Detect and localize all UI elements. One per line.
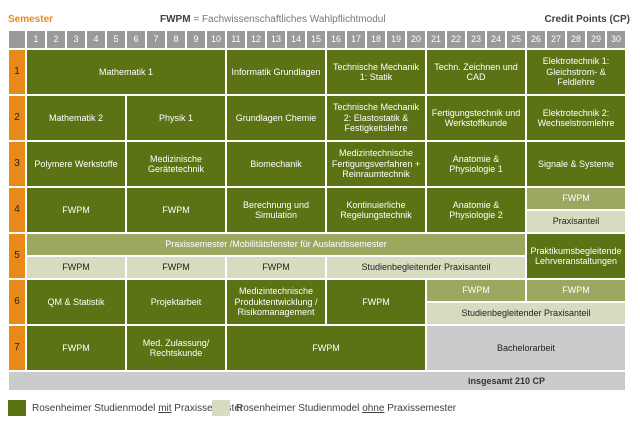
module-cell: Technische Mechanik 2: Elastostatik & Fe…	[326, 95, 426, 141]
module-cell: QM & Statistik	[26, 279, 126, 325]
module-cell: FWPM	[226, 325, 426, 371]
legend-text: Rosenheimer Studienmodel	[32, 402, 159, 414]
module-cell: Mathematik 1	[26, 49, 226, 95]
semester-label: 2	[8, 95, 26, 141]
module-cell: Bachelorarbeit	[426, 325, 626, 371]
module-cell: Projektarbeit	[126, 279, 226, 325]
legend-text: Praxissemester	[384, 402, 457, 414]
legend-swatch	[212, 400, 230, 416]
module-cell: Elektrotechnik 2: Wechselstromlehre	[526, 95, 626, 141]
credit-column-number: 8	[166, 30, 186, 49]
module-cell: Mathematik 2	[26, 95, 126, 141]
credit-column-number: 25	[506, 30, 526, 49]
semester-label: 5	[8, 233, 26, 279]
legend-item: Rosenheimer Studienmodel mit Praxissemes…	[8, 400, 243, 416]
module-cell: FWPM	[426, 279, 526, 302]
credit-column-number: 24	[486, 30, 506, 49]
module-cell: FWPM	[326, 279, 426, 325]
legend-text: Rosenheimer Studienmodel	[236, 402, 363, 414]
credit-column-number: 22	[446, 30, 466, 49]
semester-label: 1	[8, 49, 26, 95]
module-cell: FWPM	[526, 279, 626, 302]
module-cell: Praxisanteil	[526, 210, 626, 233]
credit-column-number: 9	[186, 30, 206, 49]
header-corner	[8, 30, 26, 49]
credit-column-number: 5	[106, 30, 126, 49]
credit-column-number: 4	[86, 30, 106, 49]
total-credits: insgesamt 210 CP	[8, 371, 626, 391]
credit-column-number: 14	[286, 30, 306, 49]
module-cell: FWPM	[526, 187, 626, 210]
module-cell: Biomechanik	[226, 141, 326, 187]
credit-column-number: 2	[46, 30, 66, 49]
credit-column-number: 15	[306, 30, 326, 49]
fwpm-definition: = Fachwissenschaftliches Wahlpflichtmodu…	[193, 14, 386, 25]
credit-column-number: 27	[546, 30, 566, 49]
module-cell: Medizinische Gerätetechnik	[126, 141, 226, 187]
semester-label: 6	[8, 279, 26, 325]
module-cell: Elektrotechnik 1: Gleichstrom- & Feldleh…	[526, 49, 626, 95]
module-cell: Signale & Systeme	[526, 141, 626, 187]
module-cell: Berechnung und Simulation	[226, 187, 326, 233]
credit-column-number: 18	[366, 30, 386, 49]
credit-column-number: 12	[246, 30, 266, 49]
credit-column-number: 21	[426, 30, 446, 49]
module-cell: Technische Mechanik 1: Statik	[326, 49, 426, 95]
module-cell: Fertigungstechnik und Werkstoffkunde	[426, 95, 526, 141]
module-cell: FWPM	[126, 256, 226, 279]
credit-column-number: 19	[386, 30, 406, 49]
semester-label: 7	[8, 325, 26, 371]
legend-underlined: ohne	[362, 402, 385, 414]
legend-underlined: mit	[158, 402, 172, 414]
credit-points-header: Credit Points (CP)	[544, 14, 630, 25]
credit-column-number: 26	[526, 30, 546, 49]
module-cell: Studienbegleitender Praxisanteil	[426, 302, 626, 325]
legend-text: Praxissemester	[171, 402, 244, 414]
module-cell: Kontinuierliche Regelungstechnik	[326, 187, 426, 233]
module-cell: Medizintechnische Produktentwicklung / R…	[226, 279, 326, 325]
module-cell: Anatomie & Physiologie 2	[426, 187, 526, 233]
module-cell: Grundlagen Chemie	[226, 95, 326, 141]
credit-column-number: 23	[466, 30, 486, 49]
credit-column-number: 1	[26, 30, 46, 49]
module-cell: Studienbegleitender Praxisanteil	[326, 256, 526, 279]
credit-column-number: 3	[66, 30, 86, 49]
credit-column-number: 29	[586, 30, 606, 49]
module-cell: FWPM	[226, 256, 326, 279]
credit-column-number: 28	[566, 30, 586, 49]
module-cell: Physik 1	[126, 95, 226, 141]
module-cell: Med. Zulassung/ Rechtskunde	[126, 325, 226, 371]
module-cell: Anatomie & Physiologie 1	[426, 141, 526, 187]
module-cell: Informatik Grundlagen	[226, 49, 326, 95]
module-cell: FWPM	[26, 187, 126, 233]
fwpm-legend-header: FWPM = Fachwissenschaftliches Wahlpflich…	[160, 14, 386, 25]
module-cell: Medizintechnische Fertigungsverfahren + …	[326, 141, 426, 187]
module-cell: Techn. Zeichnen und CAD	[426, 49, 526, 95]
module-cell: Praktikumsbegleitende Lehrveranstaltunge…	[526, 233, 626, 279]
semester-label: 3	[8, 141, 26, 187]
semester-header: Semester	[8, 14, 54, 25]
credit-column-number: 20	[406, 30, 426, 49]
legend-swatch	[8, 400, 26, 416]
credit-column-number: 17	[346, 30, 366, 49]
module-cell: FWPM	[26, 325, 126, 371]
legend-item: Rosenheimer Studienmodel ohne Praxisseme…	[212, 400, 456, 416]
credit-column-number: 10	[206, 30, 226, 49]
credit-column-number: 13	[266, 30, 286, 49]
module-cell: FWPM	[126, 187, 226, 233]
credit-column-number: 30	[606, 30, 626, 49]
semester-label: 4	[8, 187, 26, 233]
module-cell: Praxissemester /Mobilitätsfenster für Au…	[26, 233, 526, 256]
curriculum-grid: 1 2 3 4 5 6 7 8 9 10 11 12 13 14 15 16 17 18 19 20 21 22 23 24 2…	[8, 30, 632, 400]
module-cell: Polymere Werkstoffe	[26, 141, 126, 187]
credit-column-number: 6	[126, 30, 146, 49]
credit-column-number: 11	[226, 30, 246, 49]
fwpm-abbr: FWPM	[160, 14, 191, 25]
module-cell: FWPM	[26, 256, 126, 279]
credit-column-number: 7	[146, 30, 166, 49]
credit-column-number: 16	[326, 30, 346, 49]
